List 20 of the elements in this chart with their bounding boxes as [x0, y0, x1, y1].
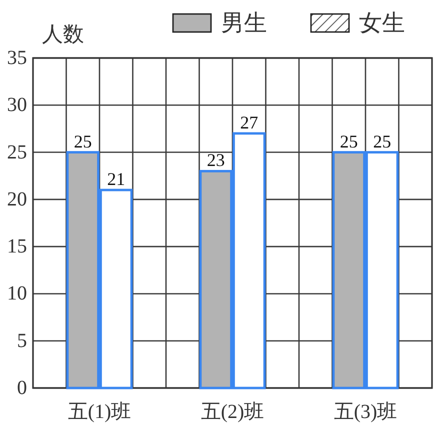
y-tick-label: 5 — [17, 330, 27, 352]
x-tick-label: 五(2)班 — [200, 401, 264, 423]
y-axis-title: 人数 — [42, 22, 84, 46]
x-tick-label: 五(1)班 — [68, 401, 132, 423]
y-tick-label: 20 — [7, 188, 27, 210]
data-label: 23 — [206, 150, 225, 170]
data-label: 25 — [373, 131, 392, 152]
legend-label: 男生 — [221, 10, 267, 36]
legend-label: 女生 — [359, 10, 405, 36]
y-tick-label: 15 — [7, 236, 27, 258]
y-tick-label: 35 — [7, 47, 27, 69]
data-label: 25 — [340, 131, 358, 152]
x-tick-label: 五(3)班 — [334, 401, 398, 423]
y-tick-label: 10 — [7, 282, 27, 305]
data-label: 27 — [240, 112, 258, 132]
y-tick-label: 0 — [17, 377, 27, 399]
data-label: 21 — [107, 169, 126, 189]
data-label: 25 — [74, 131, 92, 152]
y-tick-label: 25 — [7, 141, 27, 164]
y-tick-label: 30 — [7, 94, 27, 116]
